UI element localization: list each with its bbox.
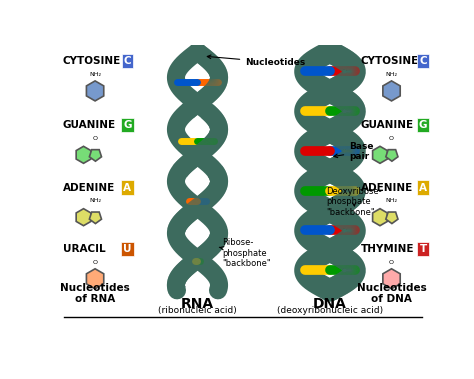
Text: GUANINE: GUANINE: [361, 120, 414, 130]
Text: T: T: [419, 244, 427, 254]
Polygon shape: [76, 209, 91, 226]
Polygon shape: [383, 269, 400, 289]
Text: Base
pair: Base pair: [334, 142, 374, 161]
Polygon shape: [90, 150, 101, 161]
Polygon shape: [86, 81, 104, 101]
Text: A: A: [123, 183, 131, 193]
Text: O: O: [92, 136, 98, 141]
Text: GUANINE: GUANINE: [63, 120, 116, 130]
Text: Nucleotides
of DNA: Nucleotides of DNA: [356, 283, 427, 304]
Text: DNA: DNA: [313, 296, 347, 310]
Text: C: C: [419, 56, 427, 66]
Text: O: O: [389, 136, 394, 141]
Polygon shape: [386, 212, 398, 224]
Polygon shape: [76, 146, 91, 163]
Text: CYTOSINE: CYTOSINE: [63, 56, 121, 66]
Text: NH₂: NH₂: [89, 198, 101, 203]
Text: Nucleotides: Nucleotides: [207, 55, 305, 67]
Text: CYTOSINE: CYTOSINE: [361, 56, 419, 66]
Text: THYMINE: THYMINE: [361, 244, 414, 254]
Text: A: A: [419, 183, 427, 193]
Text: G: G: [123, 120, 132, 130]
Polygon shape: [373, 209, 387, 226]
Polygon shape: [386, 150, 398, 161]
Text: NH₂: NH₂: [385, 72, 398, 77]
Text: (ribonucleic acid): (ribonucleic acid): [158, 306, 237, 315]
Polygon shape: [373, 146, 387, 163]
Text: (deoxyribonucleic acid): (deoxyribonucleic acid): [277, 306, 383, 315]
Polygon shape: [90, 212, 101, 224]
Text: C: C: [124, 56, 131, 66]
Text: U: U: [123, 244, 132, 254]
Text: NH₂: NH₂: [385, 198, 398, 203]
Text: Deoxyribose-
phosphate
"backbone": Deoxyribose- phosphate "backbone": [326, 187, 382, 217]
Text: O: O: [389, 260, 394, 265]
Text: URACIL: URACIL: [63, 244, 105, 254]
Text: O: O: [92, 260, 98, 265]
Text: ADENINE: ADENINE: [63, 183, 115, 193]
Polygon shape: [86, 269, 104, 289]
Text: Ribose-
phosphate
"backbone": Ribose- phosphate "backbone": [219, 238, 271, 268]
Text: Nucleotides
of RNA: Nucleotides of RNA: [60, 283, 130, 304]
Text: ADENINE: ADENINE: [361, 183, 413, 193]
Text: RNA: RNA: [181, 296, 214, 310]
Text: NH₂: NH₂: [89, 72, 101, 77]
Text: G: G: [419, 120, 428, 130]
Polygon shape: [383, 81, 400, 101]
